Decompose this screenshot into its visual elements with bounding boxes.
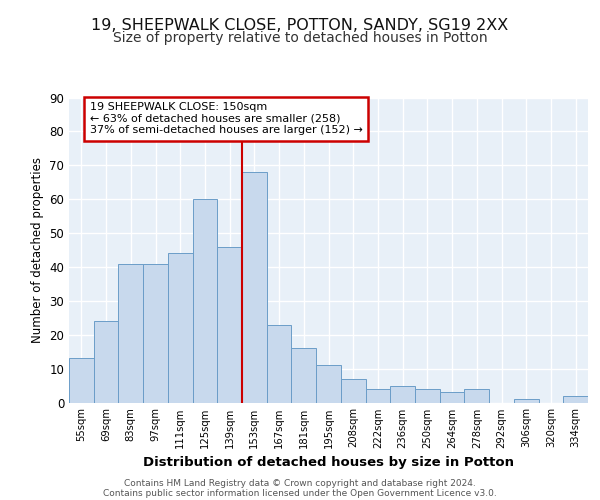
Bar [69,358,94,403]
Bar [94,321,118,402]
Bar [143,264,168,402]
Bar [193,199,217,402]
Bar [390,386,415,402]
Bar [292,348,316,403]
Bar [365,389,390,402]
Bar [563,396,588,402]
Bar [267,324,292,402]
Bar [118,264,143,402]
Bar [464,389,489,402]
Bar [316,365,341,403]
Text: Size of property relative to detached houses in Potton: Size of property relative to detached ho… [113,31,487,45]
Text: Contains public sector information licensed under the Open Government Licence v3: Contains public sector information licen… [103,488,497,498]
X-axis label: Distribution of detached houses by size in Potton: Distribution of detached houses by size … [143,456,514,469]
Bar [514,399,539,402]
Bar [168,254,193,402]
Text: Contains HM Land Registry data © Crown copyright and database right 2024.: Contains HM Land Registry data © Crown c… [124,478,476,488]
Bar [341,379,365,402]
Bar [242,172,267,402]
Bar [440,392,464,402]
Text: 19, SHEEPWALK CLOSE, POTTON, SANDY, SG19 2XX: 19, SHEEPWALK CLOSE, POTTON, SANDY, SG19… [91,18,509,32]
Bar [217,246,242,402]
Y-axis label: Number of detached properties: Number of detached properties [31,157,44,343]
Text: 19 SHEEPWALK CLOSE: 150sqm
← 63% of detached houses are smaller (258)
37% of sem: 19 SHEEPWALK CLOSE: 150sqm ← 63% of deta… [90,102,362,136]
Bar [415,389,440,402]
